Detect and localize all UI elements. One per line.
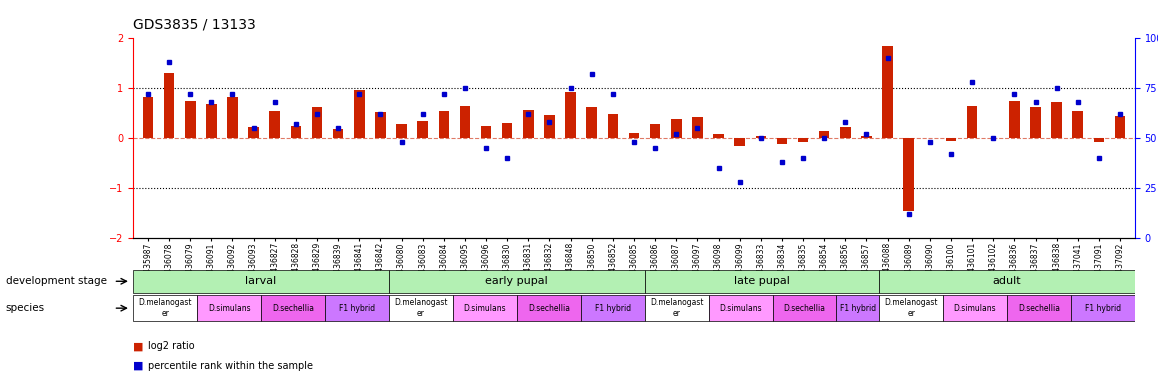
Bar [185,101,196,138]
Bar [417,121,428,138]
FancyBboxPatch shape [943,295,1007,321]
Bar [777,138,787,144]
Bar [1093,138,1105,142]
FancyBboxPatch shape [261,295,325,321]
Bar [227,97,237,138]
Bar [1115,116,1126,138]
Text: D.simulans: D.simulans [463,304,506,313]
Bar [312,107,322,138]
FancyBboxPatch shape [133,270,389,293]
Text: D.simulans: D.simulans [207,304,250,313]
Text: D.melanogast
er: D.melanogast er [650,298,703,318]
FancyBboxPatch shape [516,295,580,321]
Bar [270,111,280,138]
Text: late pupal: late pupal [734,276,790,286]
FancyBboxPatch shape [389,270,645,293]
Bar [734,138,745,146]
FancyBboxPatch shape [453,295,516,321]
Bar [650,124,660,138]
FancyBboxPatch shape [325,295,389,321]
Text: D.simulans: D.simulans [719,304,762,313]
FancyBboxPatch shape [709,295,772,321]
Text: F1 hybrid: F1 hybrid [840,304,875,313]
Bar [629,133,639,138]
Text: adult: adult [992,276,1021,286]
Bar [501,123,513,138]
Bar [291,126,301,138]
Text: ■: ■ [133,341,144,351]
Bar [481,126,491,138]
FancyBboxPatch shape [580,295,645,321]
Text: D.sechellia: D.sechellia [784,304,826,313]
FancyBboxPatch shape [879,295,943,321]
Bar [142,97,153,138]
Text: development stage: development stage [6,276,107,286]
Text: ■: ■ [133,361,144,371]
Text: D.melanogast
er: D.melanogast er [394,298,448,318]
Text: log2 ratio: log2 ratio [148,341,195,351]
Text: D.simulans: D.simulans [954,304,996,313]
Bar [882,46,893,138]
Bar [713,134,724,138]
Bar [819,131,829,138]
FancyBboxPatch shape [1071,295,1135,321]
Text: GDS3835 / 13133: GDS3835 / 13133 [133,17,256,31]
Bar [755,136,767,138]
Bar [692,117,703,138]
Text: D.melanogast
er: D.melanogast er [139,298,192,318]
Bar [544,115,555,138]
Text: D.sechellia: D.sechellia [1018,304,1060,313]
Bar [862,136,872,138]
Bar [967,106,977,138]
FancyBboxPatch shape [645,270,879,293]
Text: D.melanogast
er: D.melanogast er [885,298,938,318]
Text: percentile rank within the sample: percentile rank within the sample [148,361,313,371]
Text: species: species [6,303,45,313]
Bar [460,106,470,138]
Bar [375,112,386,138]
Bar [903,138,914,210]
Bar [332,129,344,138]
Bar [396,124,406,138]
FancyBboxPatch shape [197,295,261,321]
Bar [840,127,851,138]
Bar [608,114,618,138]
Text: D.sechellia: D.sechellia [528,304,570,313]
FancyBboxPatch shape [389,295,453,321]
FancyBboxPatch shape [645,295,709,321]
Bar [1031,107,1041,138]
FancyBboxPatch shape [772,295,836,321]
Bar [163,73,175,138]
Bar [946,138,957,141]
Text: early pupal: early pupal [485,276,548,286]
Bar [670,119,682,138]
Bar [523,110,534,138]
FancyBboxPatch shape [1007,295,1071,321]
FancyBboxPatch shape [836,295,879,321]
Bar [586,107,598,138]
Text: F1 hybrid: F1 hybrid [594,304,631,313]
Bar [798,138,808,142]
Bar [206,104,217,138]
Bar [1051,102,1062,138]
FancyBboxPatch shape [133,295,197,321]
Text: larval: larval [245,276,277,286]
Bar [1072,111,1083,138]
FancyBboxPatch shape [879,270,1135,293]
Bar [439,111,449,138]
Text: D.sechellia: D.sechellia [272,304,314,313]
Text: F1 hybrid: F1 hybrid [1085,304,1121,313]
Bar [354,90,365,138]
Bar [1009,101,1020,138]
Text: F1 hybrid: F1 hybrid [339,304,375,313]
Bar [248,127,259,138]
Bar [565,92,576,138]
